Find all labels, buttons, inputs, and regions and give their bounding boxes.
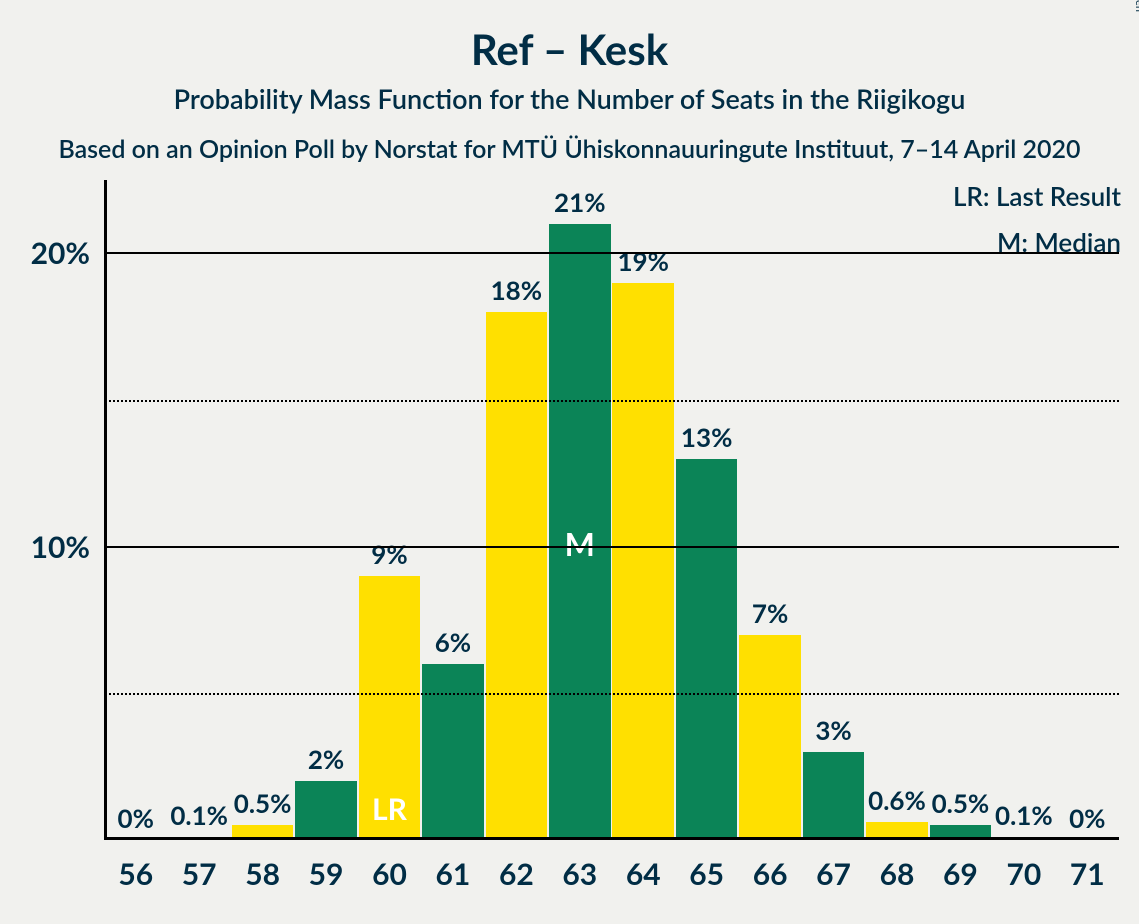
bar-value-label: 18% bbox=[491, 274, 542, 312]
bars-container: 0%0.1%0.5%2%9%6%18%21%19%13%7%3%0.6%0.5%… bbox=[104, 180, 1119, 840]
y-tick-label: 20% bbox=[31, 235, 104, 271]
x-tick-label: 61 bbox=[436, 840, 471, 892]
x-tick-label: 69 bbox=[943, 840, 978, 892]
bar-value-label: 21% bbox=[554, 186, 605, 224]
x-tick-label: 58 bbox=[245, 840, 280, 892]
bar-value-label: 0% bbox=[1069, 802, 1105, 840]
gridline-major bbox=[104, 546, 1119, 548]
bar-value-label: 13% bbox=[681, 421, 732, 459]
bar-value-label: 6% bbox=[435, 626, 471, 664]
bar-tag-lr: LR bbox=[372, 791, 407, 827]
x-tick-label: 56 bbox=[118, 840, 153, 892]
x-tick-label: 60 bbox=[372, 840, 407, 892]
bar: 18% bbox=[486, 312, 548, 840]
bar-value-label: 0.1% bbox=[170, 799, 228, 837]
x-tick-label: 62 bbox=[499, 840, 534, 892]
chart-title: Ref – Kesk bbox=[0, 24, 1139, 74]
x-tick-label: 57 bbox=[182, 840, 217, 892]
bar-value-label: 0.1% bbox=[995, 799, 1053, 837]
bar-value-label: 9% bbox=[371, 538, 407, 576]
bar-value-label: 3% bbox=[815, 714, 851, 752]
bar: 19% bbox=[612, 283, 674, 840]
x-tick-label: 68 bbox=[880, 840, 915, 892]
chart-subtitle-2: Based on an Opinion Poll by Norstat for … bbox=[0, 134, 1139, 164]
gridline-minor bbox=[104, 693, 1119, 695]
gridline-minor bbox=[104, 400, 1119, 402]
bar-value-label: 7% bbox=[752, 597, 788, 635]
bar-value-label: 0.5% bbox=[932, 787, 990, 825]
plot-area: 0%0.1%0.5%2%9%6%18%21%19%13%7%3%0.6%0.5%… bbox=[104, 180, 1119, 840]
x-tick-label: 63 bbox=[562, 840, 597, 892]
x-tick-label: 71 bbox=[1070, 840, 1105, 892]
bar-value-label: 0.6% bbox=[868, 784, 926, 822]
x-tick-label: 65 bbox=[689, 840, 724, 892]
chart-page: © 2020 Filip van Leenen Ref – Kesk Proba… bbox=[0, 0, 1139, 924]
bar-value-label: 0% bbox=[118, 802, 154, 840]
bar: 2% bbox=[295, 781, 357, 840]
x-tick-label: 66 bbox=[753, 840, 788, 892]
bar: 13% bbox=[676, 459, 738, 840]
chart-subtitle-1: Probability Mass Function for the Number… bbox=[0, 82, 1139, 115]
bar-tag-m: M bbox=[565, 524, 595, 563]
bar-value-label: 2% bbox=[308, 743, 344, 781]
x-tick-label: 70 bbox=[1006, 840, 1041, 892]
y-tick-label: 10% bbox=[31, 529, 104, 565]
bar: 6% bbox=[422, 664, 484, 840]
copyright-text: © 2020 Filip van Leenen bbox=[1133, 0, 1139, 12]
x-tick-label: 64 bbox=[626, 840, 661, 892]
bar: 3% bbox=[803, 752, 865, 840]
x-tick-label: 67 bbox=[816, 840, 851, 892]
x-tick-label: 59 bbox=[309, 840, 344, 892]
gridline-major bbox=[104, 252, 1119, 254]
bar-value-label: 0.5% bbox=[234, 787, 292, 825]
bar-value-label: 19% bbox=[617, 245, 668, 283]
bar: 7% bbox=[739, 635, 801, 840]
y-axis-line bbox=[104, 180, 107, 840]
